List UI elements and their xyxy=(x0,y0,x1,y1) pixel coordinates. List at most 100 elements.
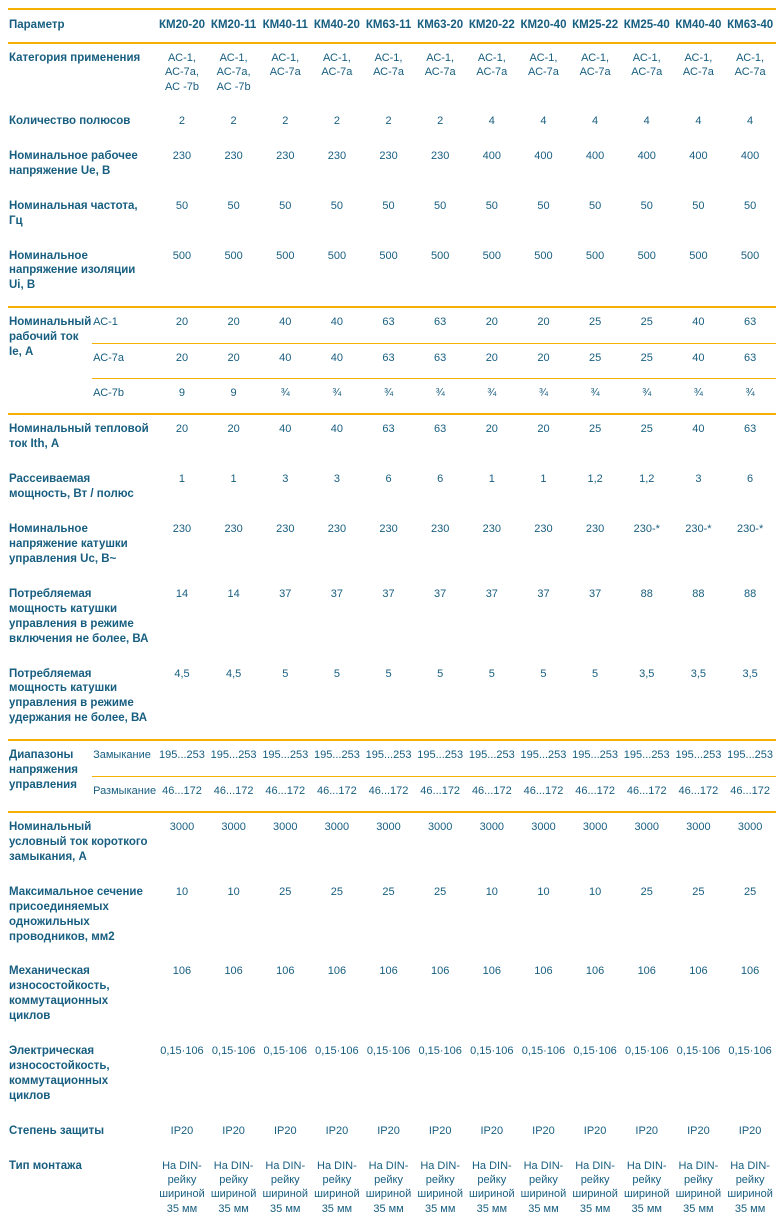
value-cell: 1,2 xyxy=(587,473,603,486)
value-cell: 25 xyxy=(692,885,705,898)
value-cell: 50 xyxy=(640,199,653,212)
value-cell: IP20 xyxy=(532,1124,555,1137)
value-cell: 195...253 xyxy=(156,739,208,777)
value-cell: 40 xyxy=(672,342,725,379)
value-cell: 63 xyxy=(362,342,415,379)
value-cell: 5 xyxy=(333,667,340,680)
value-cell: АС-1, АС-7а xyxy=(424,51,456,79)
model-column-header: КМ40-11 xyxy=(259,8,312,44)
value-cell: 40 xyxy=(311,306,363,344)
value-cell: 10 xyxy=(485,885,498,898)
value-cell: ¾ xyxy=(620,377,673,415)
param-label: Количество полюсов xyxy=(9,114,131,127)
value-cell: 25 xyxy=(620,413,673,466)
value-cell: 40 xyxy=(259,413,312,466)
value-cell: ¾ xyxy=(724,377,776,415)
value-cell: 500 xyxy=(689,249,708,262)
value-cell: 106 xyxy=(534,965,553,978)
value-cell: 25 xyxy=(620,342,673,379)
value-cell: 88 xyxy=(743,587,757,600)
param-label: Номинальный условный ток короткого замык… xyxy=(8,810,157,878)
value-cell: 1 xyxy=(540,473,547,486)
value-cell: 3000 xyxy=(466,810,518,878)
value-cell: 46...172 xyxy=(362,775,415,812)
value-cell: 0,15·106 xyxy=(676,1045,721,1058)
value-cell: 20 xyxy=(466,413,518,466)
value-cell: 230 xyxy=(327,522,347,535)
value-cell: 195...253 xyxy=(569,739,621,777)
value-cell: 9 xyxy=(156,377,208,415)
value-cell: 4,5 xyxy=(225,667,242,680)
value-cell: 230 xyxy=(534,522,553,535)
value-cell: АС-1, АС-7а, АС -7b xyxy=(164,51,199,93)
value-cell: 20 xyxy=(156,413,208,466)
value-cell: 3000 xyxy=(672,810,725,878)
table-row: Номинальный тепловой ток Ith, А 20 20 40 40 6… xyxy=(8,413,776,466)
model-column-header: КМ25-22 xyxy=(569,8,621,44)
value-cell: 1 xyxy=(488,473,495,486)
param-label: Тип монтажа xyxy=(9,1159,82,1172)
value-cell: 50 xyxy=(588,199,602,212)
value-cell: 37 xyxy=(588,587,602,600)
value-cell: 3 xyxy=(695,473,702,486)
value-cell: 46...172 xyxy=(672,775,725,812)
value-cell: 230 xyxy=(585,522,605,535)
value-cell: АС-1, АС-7а xyxy=(631,51,663,79)
value-cell: 25 xyxy=(569,342,621,379)
value-cell: 3,5 xyxy=(690,667,707,680)
value-cell: 0,15·106 xyxy=(728,1045,772,1058)
value-cell: 50 xyxy=(537,199,550,212)
value-cell: 63 xyxy=(724,413,776,466)
value-cell: 230 xyxy=(431,149,450,162)
value-cell: 106 xyxy=(327,965,347,978)
value-cell: 106 xyxy=(224,965,243,978)
value-cell: 20 xyxy=(207,413,260,466)
value-cell: 14 xyxy=(175,587,189,600)
value-cell: 88 xyxy=(692,587,705,600)
value-cell: 3000 xyxy=(259,810,312,878)
table-body: Категория применения АС-1, АС-7а, АС -7b А… xyxy=(8,43,776,1229)
param-label: Потребляемая мощность катушки управления… xyxy=(9,667,148,725)
value-cell: 106 xyxy=(482,965,501,978)
value-cell: 400 xyxy=(585,149,605,162)
value-cell: ¾ xyxy=(466,377,518,415)
value-cell: ¾ xyxy=(569,377,621,415)
value-cell: 230 xyxy=(172,522,192,535)
value-cell: 0,15·106 xyxy=(211,1045,256,1058)
contactor-spec-table: Параметр КМ20-20 КМ20-11 КМ40-11 КМ40-20 КМ63… xyxy=(8,8,776,1229)
value-cell: 25 xyxy=(569,413,621,466)
value-cell: 5 xyxy=(385,667,392,680)
value-cell: IP20 xyxy=(738,1124,762,1137)
value-cell: 500 xyxy=(224,249,243,262)
table-header: Параметр КМ20-20 КМ20-11 КМ40-11 КМ40-20 КМ63… xyxy=(8,8,776,44)
value-cell: 3000 xyxy=(620,810,673,878)
value-cell: 46...172 xyxy=(569,775,621,812)
value-cell: ¾ xyxy=(362,377,415,415)
value-cell: 230 xyxy=(379,149,398,162)
value-cell: 50 xyxy=(227,199,240,212)
value-cell: 37 xyxy=(434,587,447,600)
value-cell: ¾ xyxy=(517,377,570,415)
value-cell: 230 xyxy=(276,522,295,535)
value-cell: 0,15·106 xyxy=(625,1045,669,1058)
value-cell: 195...253 xyxy=(620,739,673,777)
value-cell: 50 xyxy=(743,199,757,212)
value-cell: 63 xyxy=(414,342,466,379)
table-row: Потребляемая мощность катушки управления… xyxy=(8,660,776,741)
value-cell: 20 xyxy=(517,413,570,466)
value-cell: АС-1, АС-7а xyxy=(527,51,559,79)
model-column-header: КМ20-40 xyxy=(517,8,570,44)
param-label: Диапазоны напряжения управления xyxy=(8,739,93,812)
value-cell: 50 xyxy=(175,199,189,212)
value-cell: 3000 xyxy=(362,810,415,878)
value-cell: 3000 xyxy=(724,810,776,878)
table-row: Степень защиты IP20 IP20 IP20 IP20 IP20 IP20 IP… xyxy=(8,1117,776,1152)
value-cell: 4 xyxy=(540,114,547,127)
value-cell: ¾ xyxy=(311,377,363,415)
table-row: Номинальное напряжение изоляции Ui, В 500… xyxy=(8,242,776,308)
value-cell: 195...253 xyxy=(672,739,725,777)
table-row: Номинальный рабочий ток Ie, А АС-1 20 20 40 4… xyxy=(8,306,776,415)
value-cell: 37 xyxy=(537,587,550,600)
table-row: Номинальное рабочее напряжение Ue, В 230 2… xyxy=(8,142,776,192)
